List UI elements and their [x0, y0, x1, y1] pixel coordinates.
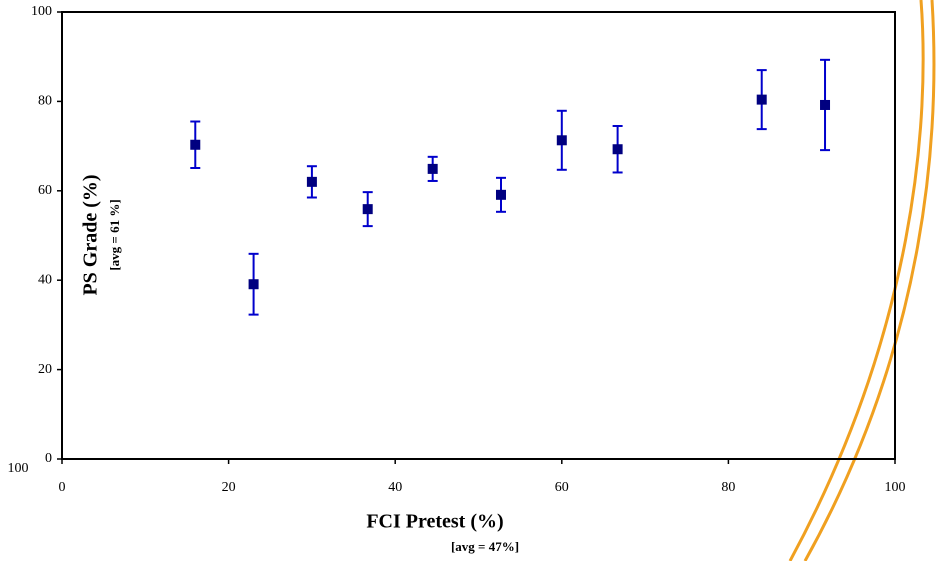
y-tick-label: 100 [31, 4, 52, 19]
x-tick-label: 80 [721, 480, 735, 495]
x-tick-label: 60 [555, 480, 569, 495]
y-axis-label: PS Grade (%) [80, 174, 102, 295]
point [612, 144, 623, 155]
y-axis-sublabel: [avg = 61 %] [107, 199, 122, 270]
point [495, 189, 506, 200]
x-axis-sublabel: [avg = 47%] [451, 539, 519, 554]
x-axis-label: FCI Pretest (%) [366, 511, 503, 533]
point [556, 135, 567, 146]
point [306, 176, 317, 187]
point [820, 99, 831, 110]
point [362, 204, 373, 215]
decoration [788, 0, 925, 561]
x-tick-label: 0 [59, 480, 66, 495]
y-tick-label: 80 [38, 94, 52, 109]
corner-label: 100 [8, 461, 29, 476]
point [190, 139, 201, 150]
y-tick-label: 40 [38, 272, 52, 287]
x-tick-label: 20 [222, 480, 236, 495]
point [427, 163, 438, 174]
y-tick-label: 0 [45, 451, 52, 466]
x-tick-label: 100 [885, 480, 906, 495]
y-tick-label: 60 [38, 183, 52, 198]
decoration [803, 0, 936, 561]
point [756, 94, 767, 105]
x-tick-label: 40 [388, 480, 402, 495]
point [248, 279, 259, 290]
plot-frame [61, 11, 896, 460]
y-tick-label: 20 [38, 362, 52, 377]
